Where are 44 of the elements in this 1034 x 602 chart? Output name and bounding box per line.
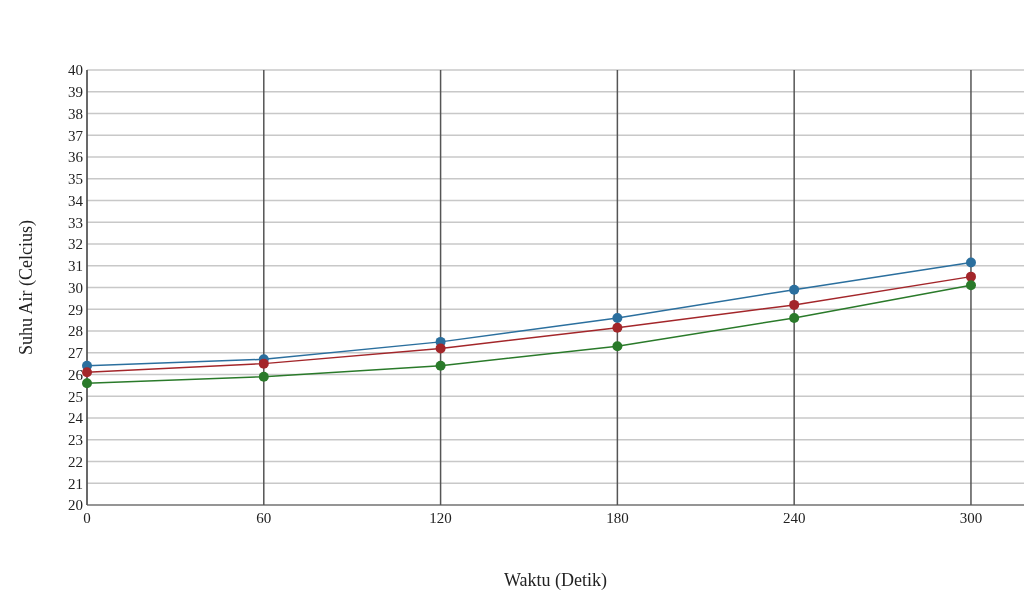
x-tick-label: 300	[959, 510, 983, 526]
y-tick-label: 37	[68, 127, 84, 144]
y-tick-label: 35	[68, 171, 83, 187]
y-tick-label: 23	[68, 432, 83, 448]
y-tick-label: 40	[68, 62, 83, 79]
y-tick-label: 31	[68, 258, 83, 274]
point	[965, 280, 976, 291]
point	[435, 343, 446, 354]
x-tick-label: 120	[429, 510, 452, 526]
x-tick-label: 240	[782, 510, 806, 526]
y-tick-label: 30	[68, 279, 83, 296]
y-axis-title: Suhu Air (Celcius)	[16, 220, 37, 355]
y-tick-label: 24	[68, 410, 84, 427]
y-tick-label: 33	[68, 214, 83, 231]
y-tick-label: 26	[68, 366, 84, 383]
point	[612, 312, 623, 323]
point	[612, 322, 623, 333]
y-tick-label: 29	[68, 301, 83, 318]
y-tick-label: 20	[68, 497, 83, 514]
y-tick-label: 39	[68, 84, 83, 100]
y-tick-label: 28	[68, 323, 83, 340]
point	[435, 360, 446, 371]
x-tick-label: 60	[256, 510, 272, 526]
y-tick-label: 34	[68, 192, 84, 209]
y-tick-label: 22	[68, 453, 83, 470]
point	[789, 312, 800, 323]
point	[258, 371, 269, 382]
point	[789, 299, 800, 310]
y-tick-label: 27	[68, 345, 84, 361]
y-tick-label: 38	[68, 105, 83, 122]
y-tick-label: 25	[68, 388, 83, 405]
point	[965, 257, 976, 268]
point	[965, 271, 976, 282]
x-tick-label: 0	[83, 510, 91, 526]
point	[612, 341, 623, 352]
y-tick-label: 32	[68, 236, 83, 253]
point	[789, 284, 800, 295]
x-axis-title: Waktu (Detik)	[503, 570, 608, 591]
x-tick-label: 180	[606, 510, 629, 526]
point	[258, 358, 269, 369]
point	[82, 378, 92, 389]
y-tick-label: 21	[68, 475, 83, 492]
point	[82, 367, 92, 378]
y-tick-label: 36	[68, 149, 84, 166]
